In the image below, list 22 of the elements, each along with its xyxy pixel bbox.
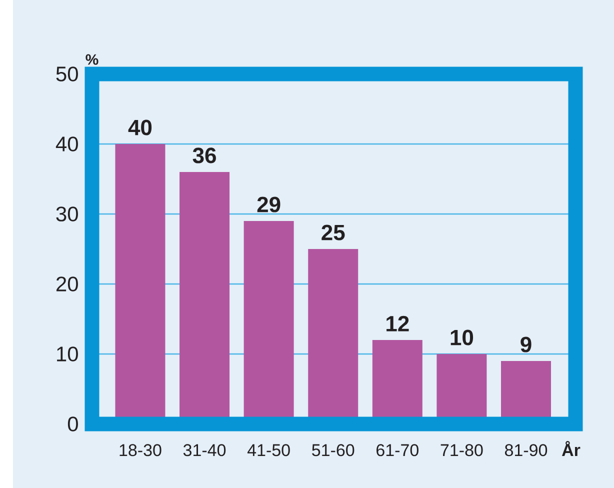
y-tick-label: 30 — [56, 206, 78, 222]
x-axis-title: År — [562, 441, 580, 456]
y-tick-label: 50 — [56, 66, 78, 82]
y-tick-label: 10 — [57, 346, 78, 362]
y-axis-title: % — [86, 54, 98, 65]
y-tick-label: 20 — [56, 276, 78, 292]
data-label: 25 — [322, 224, 345, 240]
y-tick-label: 40 — [56, 136, 78, 152]
x-tick-label: 51-60 — [312, 444, 354, 456]
data-label: 9 — [520, 336, 532, 352]
data-label: 40 — [128, 120, 152, 136]
x-tick-label: 71-80 — [440, 444, 483, 456]
x-tick-label: 61-70 — [376, 444, 418, 456]
x-tick-label: 81-90 — [505, 444, 548, 456]
data-label: 10 — [450, 330, 474, 346]
x-tick-label: 31-40 — [183, 444, 226, 456]
x-tick-label: 18-30 — [120, 444, 162, 456]
data-label: 36 — [192, 148, 216, 164]
x-tick-label: 41-50 — [247, 444, 290, 456]
y-tick-label: 0 — [68, 416, 78, 432]
data-label: 12 — [386, 316, 409, 332]
data-label: 29 — [257, 196, 280, 212]
